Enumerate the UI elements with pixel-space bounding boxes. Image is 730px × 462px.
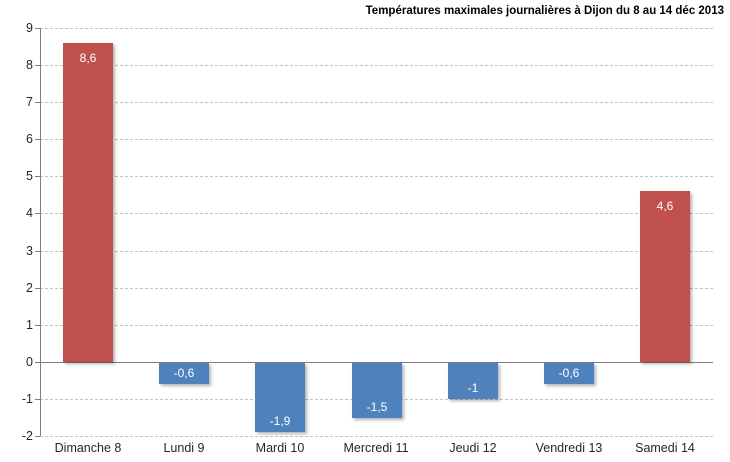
y-axis-tick [35,65,40,66]
x-axis-zero-line [40,362,713,363]
bar-value-label: 4,6 [656,199,674,213]
bar-value-label: 8,6 [79,51,97,65]
y-axis-tick-label: -2 [21,429,33,443]
y-axis-tick [35,213,40,214]
y-gridline-8 [40,65,713,66]
y-axis-tick-label: 5 [26,169,33,183]
y-gridline-4 [40,213,713,214]
y-axis-tick [35,176,40,177]
y-axis-tick-label: 0 [26,355,33,369]
y-axis-tick-label: 8 [26,58,33,72]
y-gridline--2 [40,436,713,437]
y-gridline-2 [40,288,713,289]
x-axis-category-label: Lundi 9 [163,441,205,455]
y-axis-tick [35,139,40,140]
y-gridline-1 [40,325,713,326]
y-axis-tick-label: 3 [26,244,33,258]
x-axis-category-label: Samedi 14 [635,441,695,455]
y-axis-tick [35,251,40,252]
bar-value-label: -1,5 [366,400,388,414]
x-axis-category-label: Dimanche 8 [54,441,122,455]
chart-title: Températures maximales journalières à Di… [365,5,724,17]
bar-value-label: -0,6 [558,366,580,380]
y-axis-tick [35,102,40,103]
bar-value-label: -1 [467,381,479,395]
y-axis-tick [35,436,40,437]
x-axis-category-label: Mercredi 11 [343,441,409,455]
y-gridline-7 [40,102,713,103]
x-axis-category-label: Jeudi 12 [449,441,497,455]
y-gridline-9 [40,28,713,29]
y-axis-tick-label: 6 [26,132,33,146]
y-axis-tick [35,288,40,289]
bar-mercredi-11: -1,5 [352,363,402,418]
bar-value-label: -1,9 [269,414,291,428]
y-gridline-5 [40,176,713,177]
x-axis-category-label: Mardi 10 [255,441,305,455]
bar-value-label: -0,6 [173,366,195,380]
bar-mardi-10: -1,9 [255,363,305,432]
y-axis-tick-label: 4 [26,206,33,220]
y-axis-tick [35,362,40,363]
bar-jeudi-12: -1 [448,363,498,399]
y-gridline-3 [40,251,713,252]
y-axis-tick [35,399,40,400]
x-axis-category-label: Vendredi 13 [535,441,603,455]
bar-lundi-9: -0,6 [159,363,209,384]
y-axis-line [40,28,41,436]
y-axis-tick-label: 1 [26,318,33,332]
y-axis-tick [35,325,40,326]
y-gridline-6 [40,139,713,140]
bar-dimanche-8: 8,6 [63,43,113,362]
y-axis-tick-label: 7 [26,95,33,109]
y-axis-tick [35,28,40,29]
bar-vendredi-13: -0,6 [544,363,594,384]
y-axis-tick-label: 2 [26,281,33,295]
bar-samedi-14: 4,6 [640,191,690,362]
y-axis-tick-label: -1 [21,392,33,406]
y-axis-tick-label: 9 [26,21,33,35]
